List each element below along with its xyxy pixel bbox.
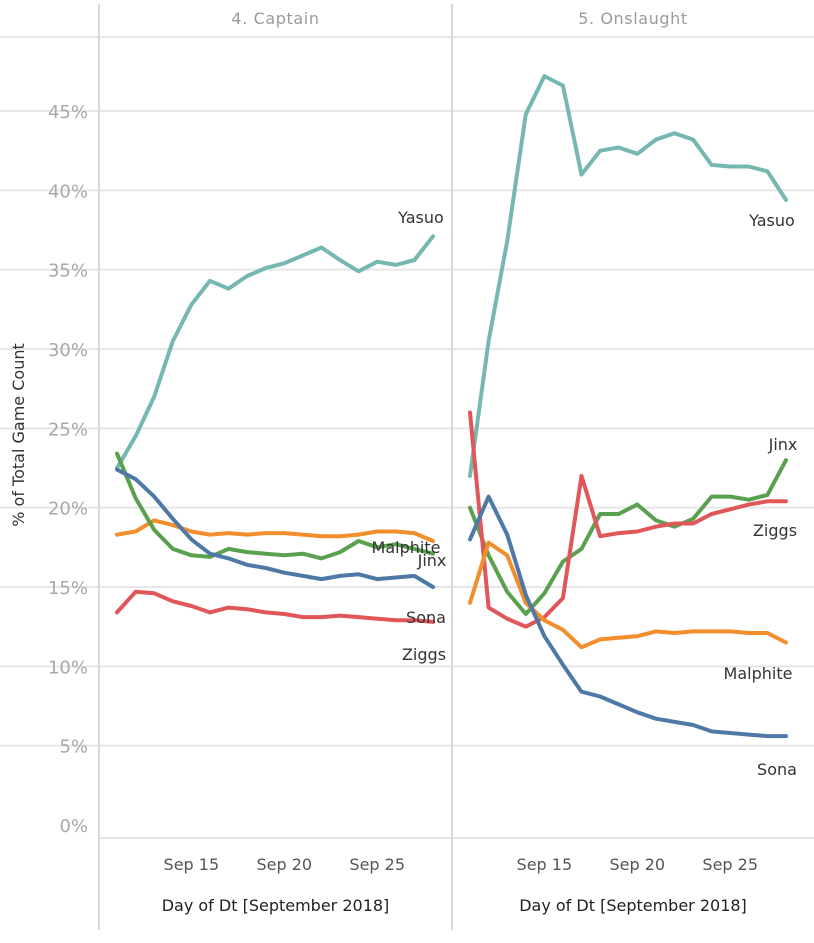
series-label-yasuo-panel-2: Yasuo	[748, 211, 795, 230]
series-label-sona-panel-1: Sona	[406, 608, 446, 627]
series-line-jinx-panel-1	[115, 451, 435, 561]
series-line-ziggs-panel-2	[468, 410, 788, 629]
y-tick-label-0: 0%	[59, 816, 88, 837]
x-axis-title-1: Day of Dt [September 2018]	[162, 896, 390, 915]
x-tick-label-2-15: Sep 15	[517, 855, 573, 874]
series-line-malphite-panel-1	[115, 518, 435, 543]
series-label-jinx-panel-1: Jinx	[417, 551, 447, 570]
grid-layer	[0, 110, 814, 747]
frame-layer	[0, 4, 814, 930]
series-line-jinx-panel-2	[468, 458, 788, 616]
x-tick-label-1-20: Sep 20	[256, 855, 312, 874]
panel-title-1: 4. Captain	[231, 9, 319, 28]
y-tick-label-30: 30%	[48, 340, 88, 361]
series-line-malphite-panel-2	[468, 540, 788, 650]
series-label-sona-panel-2: Sona	[757, 760, 797, 779]
x-tick-label-1-15: Sep 15	[164, 855, 220, 874]
x-tick-label-2-25: Sep 25	[702, 855, 758, 874]
series-label-jinx-panel-2: Jinx	[768, 435, 798, 454]
series-layer	[115, 74, 788, 739]
y-tick-label-20: 20%	[48, 499, 88, 520]
series-label-ziggs-panel-1: Ziggs	[402, 645, 446, 664]
x-tick-label-1-25: Sep 25	[349, 855, 405, 874]
panel-title-2: 5. Onslaught	[578, 9, 688, 28]
series-label-malphite-panel-2: Malphite	[724, 664, 793, 683]
y-tick-label-15: 15%	[48, 578, 88, 599]
x-axis-title-2: Day of Dt [September 2018]	[519, 896, 747, 915]
y-tick-label-5: 5%	[59, 737, 88, 758]
series-line-sona-panel-1	[115, 467, 435, 589]
series-line-yasuo-panel-1	[115, 234, 435, 470]
series-line-yasuo-panel-2	[468, 74, 788, 478]
y-tick-label-10: 10%	[48, 657, 88, 678]
y-tick-label-40: 40%	[48, 181, 88, 202]
series-label-malphite-panel-1: Malphite	[372, 538, 441, 557]
series-label-yasuo-panel-1: Yasuo	[397, 208, 444, 227]
series-line-sona-panel-2	[468, 494, 788, 739]
y-tick-label-45: 45%	[48, 102, 88, 123]
y-tick-label-35: 35%	[48, 261, 88, 282]
y-axis-title: % of Total Game Count	[9, 343, 28, 526]
series-label-ziggs-panel-2: Ziggs	[753, 521, 797, 540]
y-tick-label-25: 25%	[48, 419, 88, 440]
x-tick-label-2-20: Sep 20	[609, 855, 665, 874]
text-layer: 0% 5% 10% 15% 20% 25% 30% 35% 40% 45% % of Total G…	[9, 9, 797, 915]
series-line-ziggs-panel-1	[115, 589, 435, 624]
